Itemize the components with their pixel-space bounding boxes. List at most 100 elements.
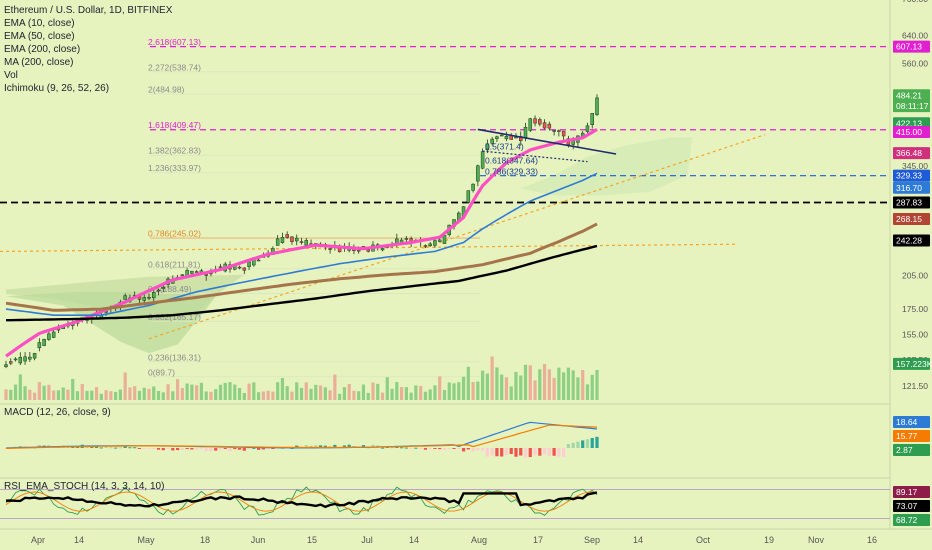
volume-bar: [223, 382, 227, 400]
price-badge-label: 329.33: [896, 171, 922, 181]
volume-bar: [147, 388, 151, 400]
macd-title[interactable]: MACD (12, 26, close, 9): [4, 407, 111, 418]
macd-histogram-bar: [438, 448, 442, 450]
volume-bar: [37, 382, 41, 400]
macd-histogram-bar: [114, 447, 118, 449]
macd-histogram-bar: [185, 448, 189, 450]
candle-body: [557, 130, 561, 132]
volume-bar: [61, 387, 65, 400]
legend-vol[interactable]: Vol: [4, 70, 18, 81]
volume-bar: [218, 384, 223, 400]
macd-histogram-bar: [457, 448, 461, 449]
candle-body: [28, 356, 32, 360]
candle-body: [423, 245, 428, 247]
volume-bar: [318, 385, 323, 400]
macd-histogram-bar: [142, 448, 146, 449]
volume-bar: [247, 383, 251, 400]
candle-body: [585, 125, 590, 132]
volume-bar: [409, 392, 413, 400]
volume-bar: [9, 389, 13, 400]
candle-body: [538, 119, 542, 125]
price-badge-label: 242.28: [896, 235, 922, 245]
volume-bar: [523, 364, 528, 400]
volume-bar: [447, 382, 451, 400]
macd-badge-label: 18.64: [896, 417, 918, 427]
macd-histogram-bar: [175, 448, 180, 451]
candle-body: [404, 238, 409, 240]
candle-body: [437, 239, 442, 242]
volume-bar: [442, 389, 447, 400]
macd-badge: [893, 430, 930, 442]
candle-body: [490, 138, 494, 144]
volume-bar: [371, 382, 375, 400]
macd-histogram-bar: [137, 448, 142, 449]
candle-body: [161, 286, 166, 289]
candle-body: [180, 274, 185, 276]
macd-histogram-bar: [547, 448, 551, 456]
candle-body: [471, 183, 475, 191]
time-tick-label: 15: [307, 535, 317, 545]
volume-bar: [161, 392, 165, 400]
volume-bar: [109, 391, 113, 400]
macd-badge: [893, 444, 930, 456]
candle-body: [504, 135, 509, 140]
macd-histogram-bar: [171, 448, 175, 451]
macd-histogram-bar: [399, 447, 404, 449]
fib-level-label: 2.618(607.13): [148, 37, 201, 47]
macd-histogram-bar: [99, 447, 103, 449]
macd-histogram-bar: [233, 448, 237, 450]
candle-body: [476, 165, 480, 182]
legend-symbol[interactable]: Ethereum / U.S. Dollar, 1D, BITFINEX: [4, 5, 173, 16]
time-tick-label: Sep: [584, 535, 600, 545]
rsi-line: [5, 491, 598, 509]
candle-body: [280, 236, 285, 243]
volume-bar: [209, 391, 213, 400]
price-badge: [893, 181, 930, 194]
price-badge: [893, 147, 930, 160]
legend-ema50[interactable]: EMA (50, close): [4, 31, 75, 42]
volume-bar: [585, 384, 590, 400]
volume-bar: [471, 382, 475, 400]
candle-body: [552, 130, 556, 132]
candle-body: [442, 235, 447, 244]
flag-fib-label: 0.5(371.4): [485, 141, 524, 151]
time-tick-label: Apr: [31, 535, 45, 545]
volume-bar: [90, 390, 94, 400]
volume-bar: [290, 391, 294, 400]
volume-bar: [547, 369, 551, 400]
volume-bar: [576, 377, 580, 400]
volume-bar: [94, 387, 99, 400]
volume-bar: [361, 384, 366, 400]
candle-body: [242, 267, 247, 271]
time-tick-label: Jul: [361, 535, 373, 545]
macd-histogram-bar: [133, 447, 137, 449]
macd-histogram-bar: [466, 448, 470, 450]
volume-bar: [52, 390, 56, 400]
volume-bar: [581, 370, 585, 400]
price-badge-label: 607.13: [896, 42, 922, 52]
legend-ema10[interactable]: EMA (10, close): [4, 18, 75, 29]
time-tick-label: 18: [200, 535, 210, 545]
legend-ema200[interactable]: EMA (200, close): [4, 44, 81, 55]
volume-bar: [385, 377, 389, 400]
time-tick-label: 14: [74, 535, 84, 545]
volume-bar: [314, 384, 318, 400]
macd-histogram-bar: [257, 448, 261, 450]
macd-histogram-bar: [447, 448, 451, 449]
legend-ma200[interactable]: MA (200, close): [4, 57, 74, 68]
rsi-badge: [893, 486, 930, 498]
volume-bar: [357, 391, 361, 400]
volume-bar: [257, 392, 261, 400]
volume-bar: [252, 382, 256, 400]
macd-badge-label: 2.87: [896, 445, 913, 455]
candle-body: [533, 118, 537, 124]
candle-body: [147, 296, 151, 299]
price-tick-label: 175.00: [902, 304, 928, 314]
macd-histogram-bar: [500, 448, 504, 457]
legend-ichimoku[interactable]: Ichimoku (9, 26, 52, 26): [4, 83, 110, 94]
trendline-rising: [148, 134, 766, 340]
rsi-title[interactable]: RSI_EMA_STOCH (14, 3, 3, 14, 10): [4, 481, 165, 492]
volume-bar: [519, 375, 523, 400]
volume-bar: [142, 387, 146, 400]
